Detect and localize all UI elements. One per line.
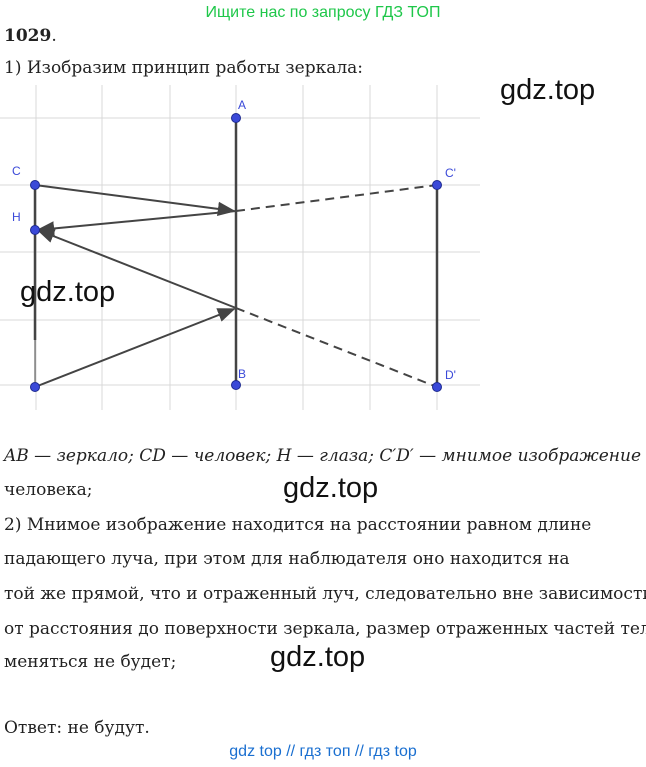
point-a [231, 113, 241, 123]
grid-lines [0, 85, 480, 410]
ray-c-to-mirror [34, 184, 236, 217]
task-number-suffix: . [51, 26, 57, 46]
watermark-2: gdz.top [20, 276, 116, 308]
task-number-value: 1029 [4, 26, 52, 46]
point-b [231, 380, 241, 390]
task-number: 1029. [4, 26, 57, 46]
point-c [30, 180, 40, 190]
explanation-line-3: той же прямой, что и отраженный луч, сле… [4, 584, 646, 604]
virtual-ray-c-prime [235, 184, 438, 212]
ray-d-to-mirror [34, 308, 236, 388]
virtual-ray-d-prime [235, 307, 438, 388]
point-d [30, 382, 40, 392]
explanation-line-5: меняться не будет; [4, 652, 177, 672]
point-d-prime [432, 382, 442, 392]
site-search-link[interactable]: Ищите нас по запросу ГДЗ ТОП [205, 4, 441, 21]
label-c-prime: C' [445, 166, 456, 180]
watermark-4: gdz.top [270, 641, 366, 673]
label-d-prime: D' [445, 368, 456, 382]
legend-line: AB — зеркало; CD — человек; H — глаза; C… [4, 446, 642, 466]
ray-mirror-to-h-bottom [36, 229, 237, 309]
legend-line-cont: человека; [4, 480, 93, 500]
label-a: A [238, 98, 246, 112]
point-c-prime [432, 180, 442, 190]
answer-line: Ответ: не будут. [4, 718, 150, 738]
label-c: C [12, 164, 21, 178]
explanation-line-2: падающего луча, при этом для наблюдателя… [4, 549, 570, 569]
footer-links[interactable]: gdz top // гдз топ // гдз top [229, 743, 417, 760]
explanation-line-4: от расстояния до поверхности зеркала, ра… [4, 619, 646, 639]
explanation-line-1: 2) Мнимое изображение находится на расст… [4, 515, 592, 535]
ray-mirror-to-h-top [36, 210, 237, 236]
watermark-1: gdz.top [500, 74, 596, 106]
label-b: B [238, 367, 246, 381]
point-h [30, 225, 40, 235]
watermark-3: gdz.top [283, 472, 379, 504]
label-h: H [12, 210, 21, 224]
intro-line: 1) Изобразим принцип работы зеркала: [4, 58, 364, 78]
mirror-diagram: A B C H C' D' [0, 85, 480, 410]
